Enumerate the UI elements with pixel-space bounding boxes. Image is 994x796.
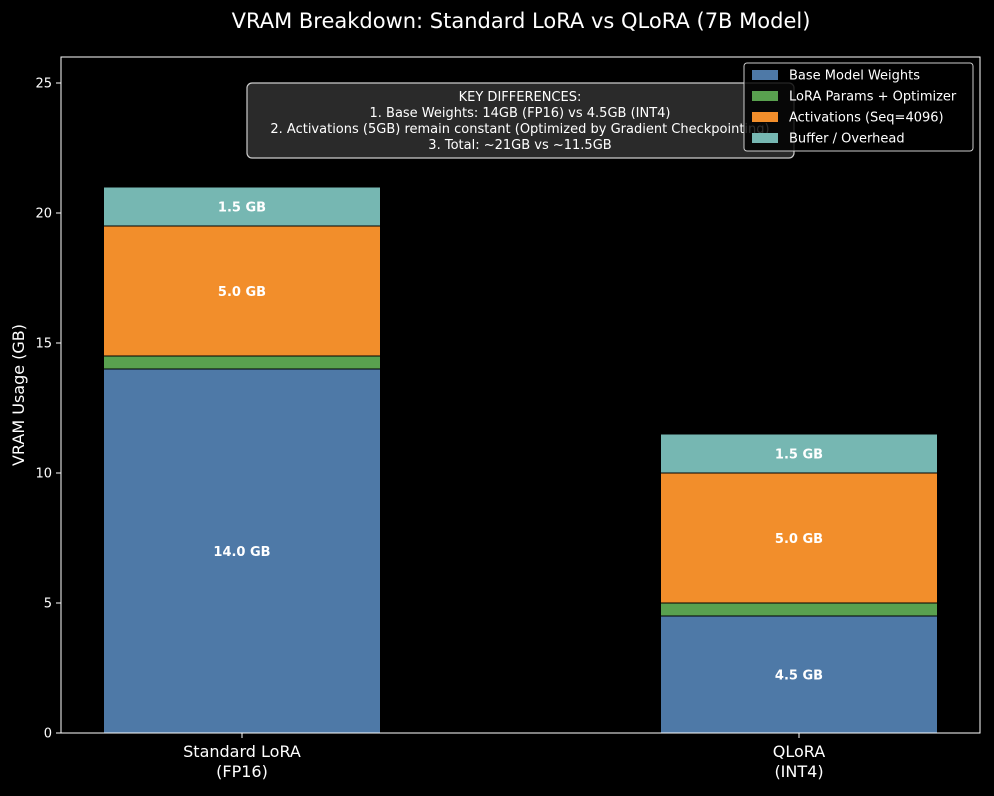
legend-frame <box>743 62 974 152</box>
x-tick-label-line2: (INT4) <box>774 762 823 781</box>
annotation-line-2: 1. Base Weights: 14GB (FP16) vs 4.5GB (I… <box>369 106 670 121</box>
legend-label: LoRA Params + Optimizer <box>789 90 957 105</box>
y-tick-label: 0 <box>44 727 52 742</box>
x-tick-label-line1: Standard LoRA <box>183 742 301 761</box>
bar-value-labels: 14.0 GB 5.0 GB 1.5 GB 4.5 GB 5.0 GB 1.5 GB <box>213 201 823 684</box>
legend-swatch <box>752 70 778 80</box>
annotation-box: KEY DIFFERENCES: 1. Base Weights: 14GB (… <box>246 82 795 159</box>
annotation-line-1: KEY DIFFERENCES: <box>459 90 582 105</box>
annotation-line-4: 3. Total: ~21GB vs ~11.5GB <box>428 138 611 153</box>
legend-swatch <box>752 112 778 122</box>
legend-label: Base Model Weights <box>789 69 920 84</box>
y-axis-label: VRAM Usage (GB) <box>9 324 28 466</box>
y-tick-label: 5 <box>44 597 52 612</box>
y-tick-label: 20 <box>35 207 52 222</box>
bar-segment <box>660 602 938 617</box>
bar-value-label: 5.0 GB <box>775 532 823 547</box>
bar-segment <box>103 186 381 227</box>
legend: Base Model Weights LoRA Params + Optimize… <box>743 62 974 152</box>
axes-frame <box>60 56 981 734</box>
y-tick-label: 10 <box>35 467 52 482</box>
bar-segment <box>660 472 938 604</box>
bar-segment <box>103 355 381 370</box>
chart-title: VRAM Breakdown: Standard LoRA vs QLoRA (… <box>232 9 811 33</box>
bar-segment <box>103 225 381 357</box>
bar-segment <box>660 433 938 474</box>
bar-value-label: 1.5 GB <box>218 201 266 216</box>
legend-label: Activations (Seq=4096) <box>789 111 944 126</box>
bar-stacks <box>103 186 938 734</box>
legend-swatch <box>752 91 778 101</box>
y-axis-ticks: 0 5 10 15 20 25 <box>35 77 61 742</box>
annotation-line-3: 2. Activations (5GB) remain constant (Op… <box>270 122 769 137</box>
x-tick-label-line2: (FP16) <box>216 762 268 781</box>
y-tick-label: 25 <box>35 77 52 92</box>
legend-label: Buffer / Overhead <box>789 132 905 147</box>
bar-value-label: 1.5 GB <box>775 448 823 463</box>
x-axis-ticks: Standard LoRA(FP16) QLoRA(INT4) <box>183 733 825 781</box>
bar-value-label: 5.0 GB <box>218 285 266 300</box>
bar-value-label: 14.0 GB <box>213 545 270 560</box>
bar-segment <box>103 368 381 734</box>
legend-swatch <box>752 133 778 143</box>
x-tick-label-line1: QLoRA <box>773 742 825 761</box>
bar-value-label: 4.5 GB <box>775 669 823 684</box>
y-tick-label: 15 <box>35 337 52 352</box>
